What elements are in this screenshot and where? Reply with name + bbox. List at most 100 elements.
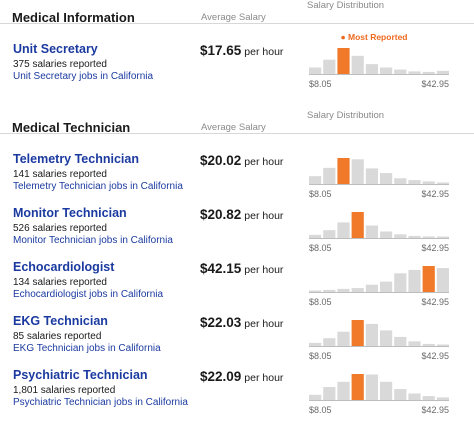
salary-unit: per hour xyxy=(244,264,284,276)
salaries-reported-count: 526 salaries reported xyxy=(13,223,107,234)
job-row: Unit Secretary 375 salaries reported Uni… xyxy=(0,32,474,96)
distribution-bar-most-reported xyxy=(337,158,350,184)
most-reported-label: ● Most Reported xyxy=(340,32,408,42)
distribution-bar xyxy=(365,374,378,400)
distribution-bar xyxy=(422,71,435,74)
jobs-in-location-link[interactable]: Psychiatric Technician jobs in Californi… xyxy=(13,397,188,408)
distribution-max-label: $42.95 xyxy=(421,243,449,253)
average-salary-header: Average Salary xyxy=(201,12,266,23)
distribution-bar xyxy=(309,342,322,346)
job-row: Telemetry Technician 141 salaries report… xyxy=(0,152,474,206)
distribution-min-label: $8.05 xyxy=(309,189,332,199)
distribution-bar xyxy=(365,323,378,346)
average-salary: $22.03 per hour xyxy=(200,314,283,332)
distribution-bar xyxy=(309,176,322,184)
distribution-bar-most-reported xyxy=(337,48,350,74)
distribution-bar-most-reported xyxy=(422,266,435,292)
salaries-reported-count: 134 salaries reported xyxy=(13,277,107,288)
salary-distribution-chart: $8.05 $42.95 xyxy=(309,368,449,422)
distribution-min-label: $8.05 xyxy=(309,79,332,89)
jobs-in-location-link[interactable]: Telemetry Technician jobs in California xyxy=(13,181,183,192)
distribution-bar xyxy=(436,70,449,74)
salaries-reported-count: 375 salaries reported xyxy=(13,59,107,70)
distribution-bars xyxy=(309,320,449,347)
section-header: Medical Information Average Salary Salar… xyxy=(0,0,474,25)
distribution-bar xyxy=(422,396,435,400)
salary-unit: per hour xyxy=(244,210,284,222)
job-row: Echocardiologist 134 salaries reported E… xyxy=(0,260,474,314)
distribution-bars xyxy=(309,374,449,401)
distribution-bar xyxy=(323,230,336,238)
distribution-max-label: $42.95 xyxy=(421,79,449,89)
average-salary-header: Average Salary xyxy=(201,122,266,133)
distribution-min-label: $8.05 xyxy=(309,405,332,415)
distribution-bar xyxy=(309,234,322,238)
distribution-bar xyxy=(365,168,378,184)
salaries-reported-count: 1,801 salaries reported xyxy=(13,385,116,396)
distribution-min-label: $8.05 xyxy=(309,297,332,307)
distribution-bar xyxy=(394,336,407,346)
distribution-bar xyxy=(323,167,336,184)
distribution-bar xyxy=(337,222,350,238)
distribution-bar xyxy=(408,393,421,400)
section-title: Medical Information xyxy=(12,10,135,25)
distribution-bar xyxy=(323,289,336,292)
distribution-min-label: $8.05 xyxy=(309,351,332,361)
distribution-bar xyxy=(436,268,449,292)
distribution-bar xyxy=(380,231,393,238)
jobs-in-location-link[interactable]: Echocardiologist jobs in California xyxy=(13,289,164,300)
distribution-bar xyxy=(323,59,336,74)
distribution-bar xyxy=(351,288,364,292)
distribution-bar xyxy=(351,55,364,74)
job-title-link[interactable]: Echocardiologist xyxy=(13,260,115,274)
job-title-link[interactable]: Psychiatric Technician xyxy=(13,368,148,382)
salary-distribution-chart: $8.05 $42.95 xyxy=(309,206,449,260)
distribution-bar xyxy=(351,159,364,184)
distribution-bar-most-reported xyxy=(351,212,364,238)
salary-distribution-header: Salary Distribution xyxy=(307,0,385,11)
salaries-reported-count: 141 salaries reported xyxy=(13,169,107,180)
distribution-bar xyxy=(365,284,378,292)
distribution-bars xyxy=(309,158,449,185)
most-reported-text: Most Reported xyxy=(348,32,408,42)
job-row: Monitor Technician 526 salaries reported… xyxy=(0,206,474,260)
distribution-bar-most-reported xyxy=(351,374,364,400)
distribution-min-label: $8.05 xyxy=(309,243,332,253)
job-title-link[interactable]: Monitor Technician xyxy=(13,206,127,220)
distribution-bar xyxy=(380,67,393,74)
distribution-bar xyxy=(408,235,421,238)
salary-distribution-header: Salary Distribution xyxy=(307,110,385,121)
job-row: EKG Technician 85 salaries reported EKG … xyxy=(0,314,474,368)
job-title-link[interactable]: Telemetry Technician xyxy=(13,152,139,166)
salary-value: $20.82 xyxy=(200,207,242,222)
salary-value: $22.03 xyxy=(200,315,242,330)
distribution-bar xyxy=(380,173,393,184)
distribution-bar xyxy=(422,181,435,184)
job-title-link[interactable]: Unit Secretary xyxy=(13,42,98,56)
distribution-bar xyxy=(394,234,407,238)
distribution-bar xyxy=(309,67,322,74)
salary-value: $17.65 xyxy=(200,43,242,58)
average-salary: $20.82 per hour xyxy=(200,206,283,224)
salary-unit: per hour xyxy=(244,372,284,384)
average-salary: $17.65 per hour xyxy=(200,42,283,60)
section-header: Medical Technician Average Salary Salary… xyxy=(0,110,474,135)
jobs-in-location-link[interactable]: Unit Secretary jobs in California xyxy=(13,71,154,82)
distribution-max-label: $42.95 xyxy=(421,405,449,415)
distribution-bar xyxy=(394,69,407,74)
jobs-in-location-link[interactable]: EKG Technician jobs in California xyxy=(13,343,161,354)
distribution-bar xyxy=(365,64,378,74)
salary-distribution-chart: $8.05 $42.95 xyxy=(309,260,449,314)
distribution-bar xyxy=(365,225,378,238)
distribution-bar xyxy=(408,269,421,292)
distribution-bar xyxy=(408,180,421,184)
salary-unit: per hour xyxy=(244,46,284,58)
jobs-in-location-link[interactable]: Monitor Technician jobs in California xyxy=(13,235,173,246)
distribution-max-label: $42.95 xyxy=(421,351,449,361)
salary-value: $20.02 xyxy=(200,153,242,168)
distribution-bar xyxy=(408,71,421,74)
job-title-link[interactable]: EKG Technician xyxy=(13,314,108,328)
distribution-bars xyxy=(309,48,449,75)
job-row: Psychiatric Technician 1,801 salaries re… xyxy=(0,368,474,422)
salary-unit: per hour xyxy=(244,318,284,330)
